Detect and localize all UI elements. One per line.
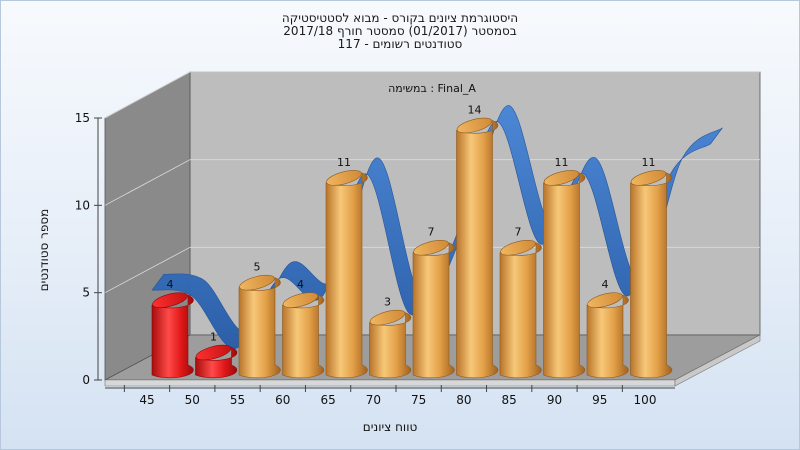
bar-top xyxy=(500,239,536,256)
x-tick-label: 85 xyxy=(502,393,517,407)
bar-top xyxy=(369,309,406,326)
gridline-side xyxy=(104,71,191,119)
x-axis-title: טווח ציונים xyxy=(363,420,418,434)
bar-65-70: 11 xyxy=(325,156,368,379)
bar-value-label: 7 xyxy=(515,226,522,239)
bar-top xyxy=(282,292,319,308)
chart-floor-edge xyxy=(104,379,676,387)
bar-top xyxy=(456,117,493,134)
bar-value-label: 4 xyxy=(602,278,609,291)
x-axis: 45 50 55 60 65 70 75 80 85 90 95 100 xyxy=(105,385,675,407)
bar-45-50: 4 xyxy=(151,278,194,379)
x-tick-label: 80 xyxy=(456,393,471,407)
bar-body xyxy=(456,120,499,379)
bar-value-label: 4 xyxy=(167,278,174,291)
bar-top xyxy=(543,170,580,186)
bar-value-label: 11 xyxy=(642,156,656,169)
bar-top xyxy=(630,170,667,186)
bar-body xyxy=(369,312,412,379)
chart-floor-edge-right xyxy=(674,334,761,387)
gridline-side xyxy=(104,246,191,294)
bar-body xyxy=(282,294,325,379)
x-tick-label: 50 xyxy=(185,393,200,407)
y-tick-label: 5 xyxy=(82,286,90,300)
bar-50-55: 1 xyxy=(195,331,238,379)
x-tick-label: 55 xyxy=(230,393,245,407)
bar-top xyxy=(326,170,362,186)
bar-body xyxy=(238,277,281,379)
chart-subtitle: Final_A : במשימה xyxy=(388,82,476,95)
x-tick-label: 95 xyxy=(592,393,607,407)
bar-value-label: 11 xyxy=(337,156,351,169)
chart-title-line-2: בסמסטר (01/2017) סמסטר חורף 2017/18 xyxy=(283,24,517,38)
chart-title-line-1: היסטוגרמת ציונים בקורס - מבוא לסטטיסטיקה xyxy=(281,11,519,25)
bar-top xyxy=(195,344,232,361)
x-tick-label: 60 xyxy=(275,393,290,407)
x-tick-label: 45 xyxy=(139,393,154,407)
x-tick-label: 100 xyxy=(634,393,657,407)
bar-body xyxy=(412,242,455,379)
x-tick-label: 90 xyxy=(547,393,562,407)
bar-body xyxy=(586,294,629,379)
chart-title-line-3: סטודנטים רשומים - 117 xyxy=(337,37,463,51)
x-tick-label: 75 xyxy=(411,393,426,407)
y-axis: 0 5 10 15 xyxy=(75,111,102,387)
bar-value-label: 5 xyxy=(254,261,261,274)
x-tick-label: 65 xyxy=(320,393,335,407)
bar-top xyxy=(152,292,188,308)
bar-60-65: 4 xyxy=(282,278,325,379)
bar-value-label: 14 xyxy=(468,103,482,116)
bars: 4 1 5 4 11 3 7 14 7 11 4 11 xyxy=(151,103,673,379)
bar-85-90: 7 xyxy=(499,226,542,379)
bar-value-label: 4 xyxy=(297,278,304,291)
bar-80-85: 14 xyxy=(456,103,499,379)
x-tick-label: 70 xyxy=(366,393,381,407)
bar-100: 11 xyxy=(630,156,673,379)
bar-top xyxy=(239,274,275,291)
bar-value-label: 3 xyxy=(384,296,391,309)
bar-value-label: 7 xyxy=(428,226,435,239)
bar-body xyxy=(325,172,368,379)
bar-body xyxy=(151,294,194,379)
y-tick-label: 10 xyxy=(75,198,90,212)
gridline-side xyxy=(104,159,191,206)
bar-90-95: 11 xyxy=(543,156,586,379)
bar-body xyxy=(543,172,586,379)
y-tick-label: 0 xyxy=(82,373,90,387)
y-axis-title: מספר סטודנטים xyxy=(37,209,51,292)
bar-value-label: 11 xyxy=(555,156,569,169)
bar-95-100: 4 xyxy=(586,278,629,379)
bar-body xyxy=(499,242,542,379)
y-tick-label: 15 xyxy=(75,111,90,125)
bar-top xyxy=(587,292,623,308)
bar-value-label: 1 xyxy=(210,331,217,344)
bar-70-75: 3 xyxy=(369,296,412,379)
bar-body xyxy=(195,347,238,379)
bar-top xyxy=(413,239,449,256)
bar-55-60: 5 xyxy=(238,261,281,379)
bar-75-80: 7 xyxy=(412,226,455,379)
bar-body xyxy=(630,172,673,379)
